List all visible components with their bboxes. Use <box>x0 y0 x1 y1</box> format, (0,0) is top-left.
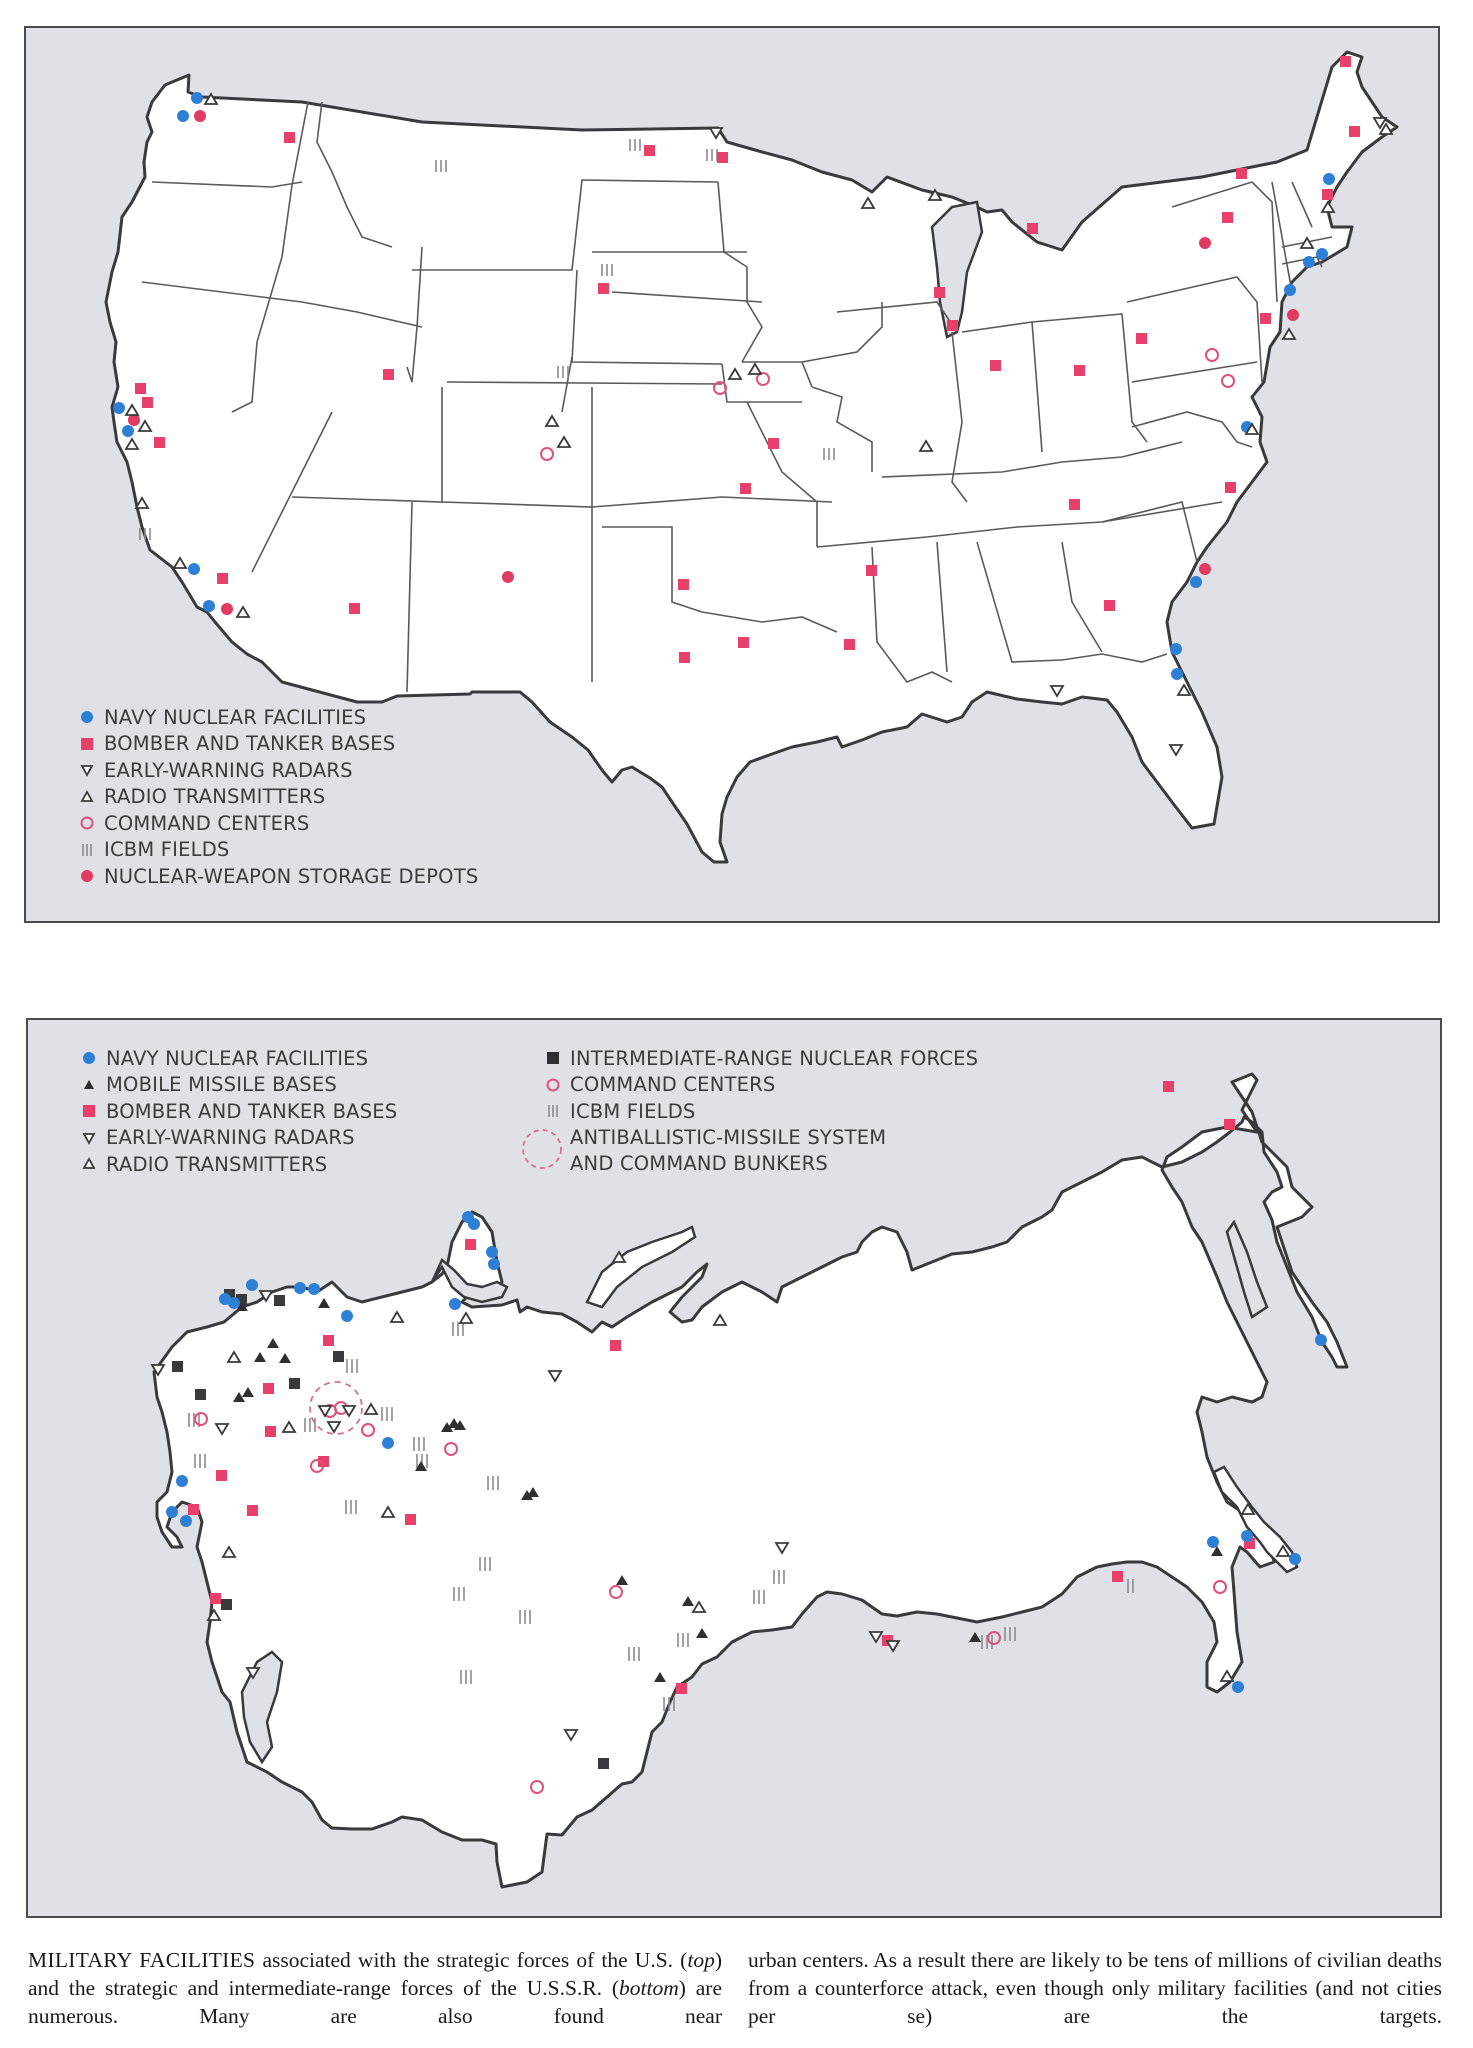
us-legend: NAVY NUCLEAR FACILITIES BOMBER AND TANKE… <box>76 704 478 890</box>
legend-item-radar: EARLY-WARNING RADARS <box>78 1125 397 1152</box>
ussr-bomber-bases <box>188 1081 1255 1694</box>
command-ring-icon <box>76 812 98 834</box>
abm-ring-moscow <box>309 1381 363 1435</box>
ussr-legend-left: NAVY NUCLEAR FACILITIES MOBILE MISSILE B… <box>78 1045 397 1178</box>
bomber-square-icon <box>78 1100 100 1122</box>
legend-item-bomber: BOMBER AND TANKER BASES <box>76 731 478 758</box>
radar-triangle-down-icon <box>78 1127 100 1149</box>
us-early-warning-radars <box>708 117 1388 757</box>
radio-triangle-up-icon <box>78 1153 100 1175</box>
icbm-bars-icon <box>435 160 447 172</box>
novaya-zemlya <box>585 1225 697 1309</box>
legend-item-icbm: ICBM FIELDS <box>542 1098 978 1125</box>
ussr-icbm-fields <box>188 1322 1134 1711</box>
mobile-missile-triangle-icon <box>78 1074 100 1096</box>
ussr-inf-bases <box>172 1289 609 1769</box>
legend-item-radio: RADIO TRANSMITTERS <box>78 1151 397 1178</box>
abm-label-line1: ANTIBALLISTIC-MISSILE SYSTEM <box>570 1125 887 1149</box>
sakhalin <box>1212 1465 1299 1574</box>
legend-item-bomber: BOMBER AND TANKER BASES <box>78 1098 397 1125</box>
legend-item-storage: NUCLEAR-WEAPON STORAGE DEPOTS <box>76 863 478 890</box>
us-command-centers <box>540 348 1235 461</box>
navy-circle-icon <box>78 1047 100 1069</box>
legend-item-abm: ANTIBALLISTIC-MISSILE SYSTEM AND COMMAND… <box>522 1125 978 1178</box>
ussr-early-warning-radars <box>150 1290 901 1742</box>
radar-triangle-down-icon <box>76 759 98 781</box>
legend-item-radio: RADIO TRANSMITTERS <box>76 784 478 811</box>
storage-dot-icon <box>76 865 98 887</box>
bomber-square-icon <box>76 733 98 755</box>
ussr-radio-transmitters <box>206 1250 1291 1682</box>
caption-lead: MILITARY FACILITIES <box>28 1948 256 1972</box>
legend-item-mobile-missile: MOBILE MISSILE BASES <box>78 1072 397 1099</box>
ussr-mobile-missile-bases <box>233 1298 1223 1682</box>
us-land-outline <box>104 50 1399 864</box>
us-icbm-fields <box>139 139 835 540</box>
state-boundaries <box>141 101 1333 693</box>
icbm-bars-icon <box>601 264 613 276</box>
radio-triangle-up-icon <box>76 786 98 808</box>
us-radio-transmitters <box>124 92 1394 696</box>
legend-item-inf: INTERMEDIATE-RANGE NUCLEAR FORCES <box>542 1045 978 1072</box>
ussr-navy-facilities <box>166 1211 1327 1693</box>
figure-caption-right: urban centers. As a result there are lik… <box>748 1948 1442 2028</box>
command-ring-icon <box>542 1074 564 1096</box>
icbm-bars-icon <box>557 366 569 378</box>
us-map <box>104 50 1399 864</box>
ussr-land-outline <box>152 1072 1349 1889</box>
legend-item-navy: NAVY NUCLEAR FACILITIES <box>76 704 478 731</box>
ussr-command-centers <box>194 1401 1227 1794</box>
us-map-panel: NAVY NUCLEAR FACILITIES BOMBER AND TANKE… <box>24 26 1440 923</box>
inf-square-icon <box>542 1047 564 1069</box>
kamchatka-gulf <box>1225 1219 1269 1319</box>
white-sea <box>430 1257 509 1304</box>
us-storage-depots <box>128 110 1299 615</box>
legend-item-radar: EARLY-WARNING RADARS <box>76 757 478 784</box>
icbm-bars-icon <box>139 528 151 540</box>
icbm-bars-icon <box>823 448 835 460</box>
legend-item-command: COMMAND CENTERS <box>542 1072 978 1099</box>
icbm-bars-icon <box>542 1100 564 1122</box>
ussr-legend-right: INTERMEDIATE-RANGE NUCLEAR FORCES COMMAN… <box>522 1045 978 1178</box>
icbm-bars-icon <box>629 139 641 151</box>
legend-item-icbm: ICBM FIELDS <box>76 837 478 864</box>
ussr-map-panel: NAVY NUCLEAR FACILITIES MOBILE MISSILE B… <box>26 1018 1442 1918</box>
icbm-bars-icon <box>76 839 98 861</box>
caspian-sea <box>240 1650 284 1765</box>
navy-circle-icon <box>76 706 98 728</box>
legend-item-navy: NAVY NUCLEAR FACILITIES <box>78 1045 397 1072</box>
legend-item-command: COMMAND CENTERS <box>76 810 478 837</box>
figure-caption-left: MILITARY FACILITIES associated with the … <box>28 1948 723 2028</box>
abm-dashed-ring-icon <box>520 1125 564 1173</box>
us-bomber-bases <box>135 56 1360 663</box>
ussr-map <box>150 1072 1349 1889</box>
abm-label-line2: AND COMMAND BUNKERS <box>570 1152 828 1175</box>
us-navy-facilities <box>113 92 1335 680</box>
